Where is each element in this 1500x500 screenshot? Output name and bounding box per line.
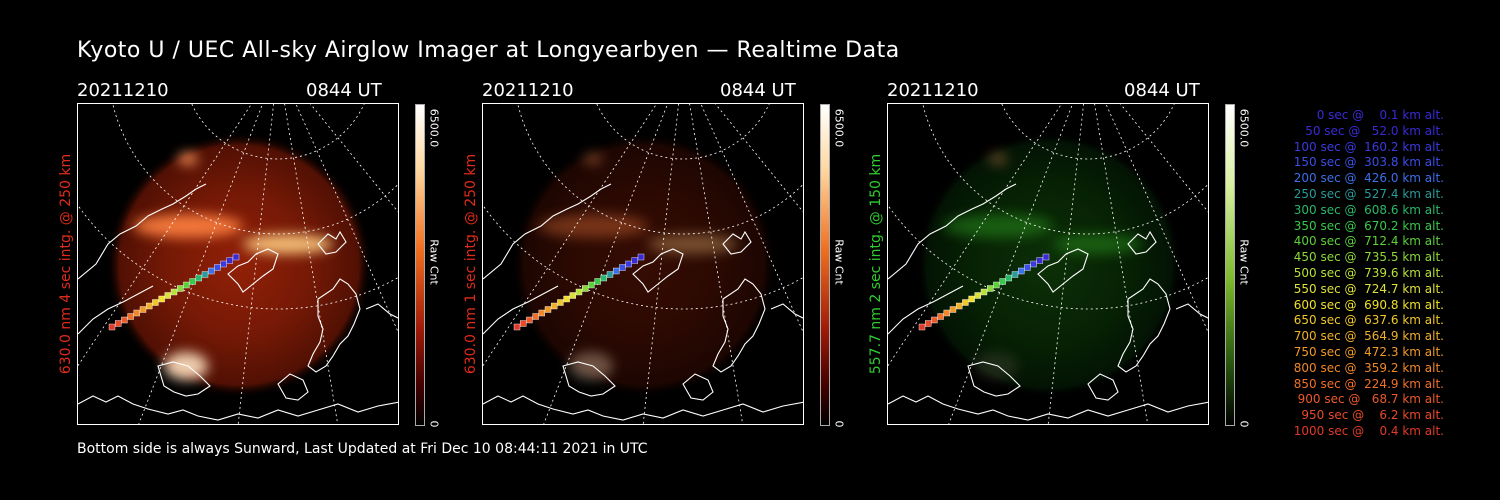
panel-3-scale-min: 0 [1237, 420, 1251, 428]
panel-2-map [483, 104, 803, 424]
panel-3-image [887, 103, 1209, 425]
legend-row: 650 sec @ 637.6 km alt. [1293, 313, 1444, 328]
legend-row: 450 sec @ 735.5 km alt. [1293, 250, 1444, 265]
panel-2-image [482, 103, 804, 425]
legend-row: 150 sec @ 303.8 km alt. [1293, 155, 1444, 170]
panel-1-image [77, 103, 399, 425]
panel-2-scale-min: 0 [832, 420, 846, 428]
panel-3-side-label: 557.7 nm 2 sec intg. @ 150 km [868, 153, 884, 375]
panel-3-scale-max: 6500.0 [1237, 108, 1251, 148]
legend-row: 0 sec @ 0.1 km alt. [1316, 108, 1444, 122]
panel-1-scale-min: 0 [427, 420, 441, 428]
panel-1-map [78, 104, 398, 424]
legend-row: 950 sec @ 6.2 km alt. [1301, 408, 1444, 423]
legend-row: 850 sec @ 224.9 km alt. [1293, 376, 1444, 391]
legend-row: 500 sec @ 739.6 km alt. [1293, 265, 1444, 280]
legend-row: 400 sec @ 712.4 km alt. [1293, 234, 1444, 249]
legend-row: 750 sec @ 472.3 km alt. [1293, 344, 1444, 359]
panel-2-colorbar [820, 104, 830, 426]
legend-row: 350 sec @ 670.2 km alt. [1293, 218, 1444, 233]
panel-2-scale-unit: Raw Cnt [832, 239, 846, 285]
panel-2-side-label: 630.0 nm 1 sec intg. @ 250 km [463, 153, 479, 375]
panel-3-map [888, 104, 1208, 424]
legend-row: 800 sec @ 359.2 km alt. [1293, 360, 1444, 375]
panel-3-colorbar [1225, 104, 1235, 426]
panel-1-time: 0844 UT [306, 80, 382, 101]
page-title: Kyoto U / UEC All-sky Airglow Imager at … [77, 38, 900, 63]
panel-2-date: 20211210 [482, 80, 574, 101]
panel-1-scale-unit: Raw Cnt [427, 239, 441, 285]
panel-3-time: 0844 UT [1124, 80, 1200, 101]
legend-row: 900 sec @ 68.7 km alt. [1297, 392, 1444, 407]
panel-1-date: 20211210 [77, 80, 169, 101]
panel-1-colorbar [415, 104, 425, 426]
legend-row: 250 sec @ 527.4 km alt. [1293, 186, 1444, 201]
footer-status: Bottom side is always Sunward, Last Upda… [77, 441, 648, 457]
trajectory-legend: 0 sec @ 0.1 km alt. 50 sec @ 52.0 km alt.… [1262, 108, 1444, 440]
legend-row: 700 sec @ 564.9 km alt. [1293, 329, 1444, 344]
panel-3-scale-unit: Raw Cnt [1237, 239, 1251, 285]
legend-row: 50 sec @ 52.0 km alt. [1305, 123, 1444, 138]
legend-row: 200 sec @ 426.0 km alt. [1293, 171, 1444, 186]
panel-2-time: 0844 UT [720, 80, 796, 101]
panel-2-scale-max: 6500.0 [832, 108, 846, 148]
legend-row: 1000 sec @ 0.4 km alt. [1293, 423, 1444, 438]
panel-1-side-label: 630.0 nm 4 sec intg. @ 250 km [58, 153, 74, 375]
panel-1-scale-max: 6500.0 [427, 108, 441, 148]
legend-row: 300 sec @ 608.6 km alt. [1293, 202, 1444, 217]
legend-row: 100 sec @ 160.2 km alt. [1293, 139, 1444, 154]
legend-row: 550 sec @ 724.7 km alt. [1293, 281, 1444, 296]
panel-3-date: 20211210 [887, 80, 979, 101]
legend-row: 600 sec @ 690.8 km alt. [1293, 297, 1444, 312]
